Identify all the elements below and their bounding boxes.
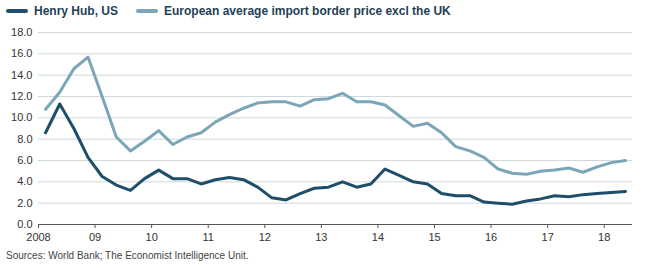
- svg-text:09: 09: [89, 231, 101, 243]
- svg-text:12: 12: [259, 231, 271, 243]
- svg-text:14: 14: [372, 231, 384, 243]
- svg-text:15: 15: [428, 231, 440, 243]
- svg-text:4.0: 4.0: [17, 175, 32, 187]
- svg-text:12.0: 12.0: [11, 90, 32, 102]
- svg-text:2.0: 2.0: [17, 197, 32, 209]
- svg-text:2008: 2008: [26, 231, 50, 243]
- svg-text:10: 10: [146, 231, 158, 243]
- svg-text:16.0: 16.0: [11, 47, 32, 59]
- svg-text:18: 18: [598, 231, 610, 243]
- svg-text:11: 11: [203, 231, 214, 243]
- svg-text:8.0: 8.0: [17, 133, 32, 145]
- html-text:Sources: World Bank; The Econo: Sources: World Bank; The Economist Intel…: [6, 250, 249, 261]
- svg-text:14.0: 14.0: [11, 69, 32, 81]
- svg-text:16: 16: [485, 231, 497, 243]
- svg-text:13: 13: [315, 231, 327, 243]
- svg-text:6.0: 6.0: [17, 154, 32, 166]
- svg-text:0.0: 0.0: [17, 218, 32, 230]
- svg-text:17: 17: [542, 231, 554, 243]
- svg-text:10.0: 10.0: [11, 111, 32, 123]
- html-text:Henry Hub, US: Henry Hub, US: [34, 4, 118, 18]
- html-text:European average import border: European average import border price exc…: [164, 4, 451, 18]
- svg-text:18.0: 18.0: [11, 26, 32, 38]
